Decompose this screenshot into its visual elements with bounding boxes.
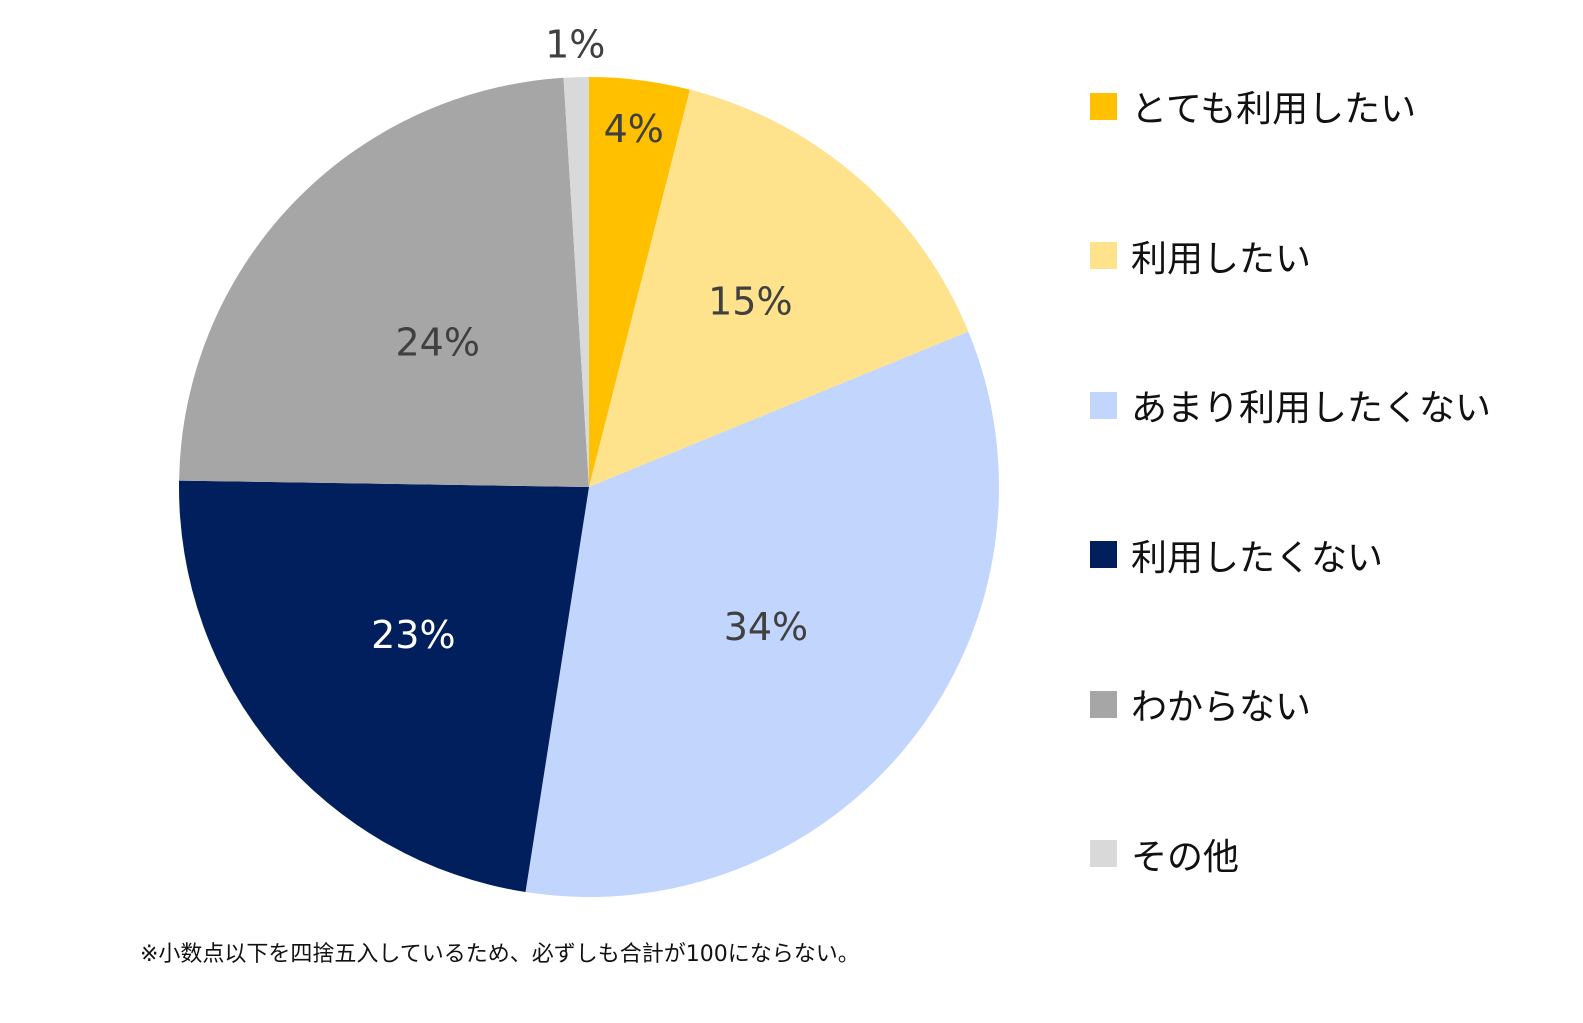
legend-item-5: わからない xyxy=(1090,674,1311,734)
legend-item-3: あまり利用したくない xyxy=(1090,375,1491,435)
slice-label-3: 34% xyxy=(724,605,808,649)
legend-swatch xyxy=(1090,242,1117,269)
legend-swatch xyxy=(1090,92,1117,120)
footnote: ※小数点以下を四捨五入しているため、必ずしも合計が100にならない。 xyxy=(140,942,860,967)
slice-label-4: 23% xyxy=(371,613,455,657)
slice-label-2: 15% xyxy=(708,279,792,323)
pie-slice-4 xyxy=(179,480,590,893)
legend-label: 利用したくない xyxy=(1131,537,1384,579)
legend-swatch xyxy=(1090,391,1117,419)
slice-label-1: 4% xyxy=(604,107,664,151)
legend-swatch xyxy=(1090,541,1117,568)
legend-swatch xyxy=(1090,690,1117,718)
legend-item-4: 利用したくない xyxy=(1090,525,1383,585)
pie-slice-2 xyxy=(589,89,969,487)
pie-slice-6 xyxy=(563,77,589,487)
slice-label-5: 24% xyxy=(396,321,480,365)
pie-slice-1 xyxy=(589,77,690,487)
legend-label: わからない xyxy=(1131,687,1312,728)
legend-label: あまり利用したくない xyxy=(1131,388,1492,429)
legend-item-1: とても利用したい xyxy=(1090,76,1416,136)
legend-swatch xyxy=(1090,840,1117,867)
legend-label: その他 xyxy=(1131,836,1240,878)
legend-item-6: その他 xyxy=(1090,824,1239,884)
legend-label: 利用したい xyxy=(1131,238,1312,280)
pie-slice-5 xyxy=(179,77,589,488)
legend-item-2: 利用したい xyxy=(1090,226,1311,286)
legend-label: とても利用したい xyxy=(1131,89,1417,130)
slice-label-6: 1% xyxy=(545,22,605,66)
pie-slice-3 xyxy=(525,331,999,898)
